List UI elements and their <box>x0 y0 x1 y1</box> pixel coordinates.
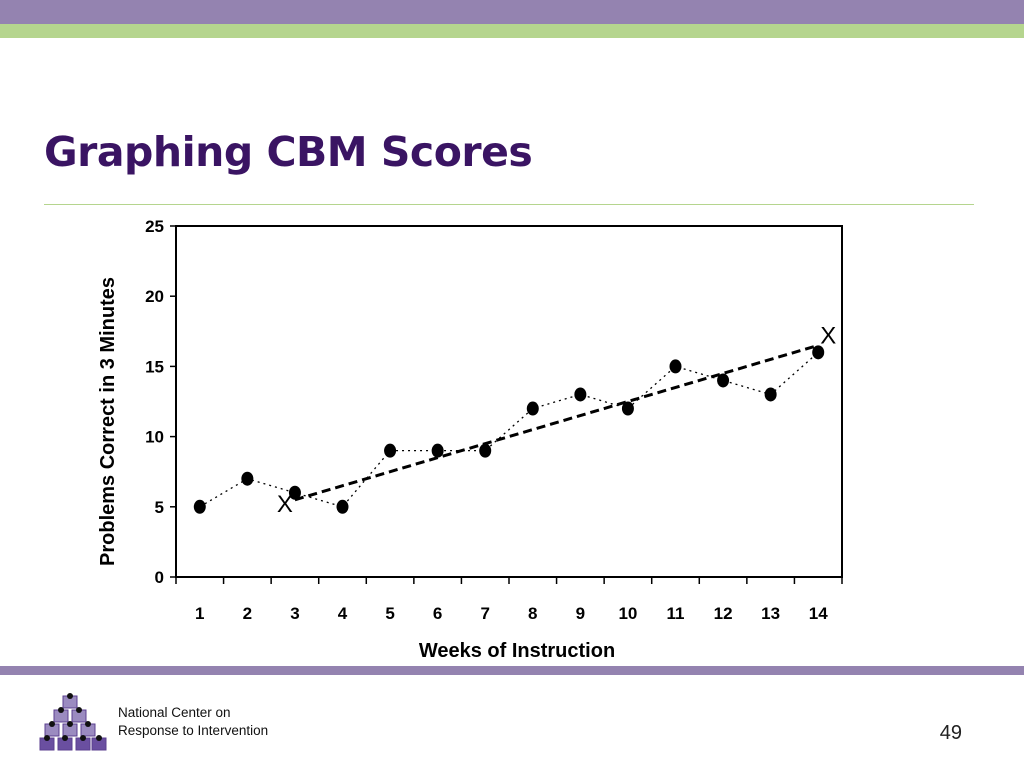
data-point <box>479 443 492 458</box>
org-name-line1: National Center on <box>118 705 231 720</box>
x-tick-label: 3 <box>290 604 299 623</box>
x-tick-label: 11 <box>667 604 685 623</box>
top-purple-band <box>0 0 1024 24</box>
data-point <box>812 345 825 360</box>
x-axis-ticks: 1 2 3 4 5 6 7 8 9 10 11 12 13 14 <box>175 577 843 623</box>
data-point <box>241 471 254 486</box>
data-point <box>669 359 682 374</box>
organization-name: National Center on Response to Intervent… <box>118 704 268 740</box>
trend-marker-x: X <box>820 322 836 349</box>
x-tick-label: 2 <box>243 604 252 623</box>
trend-marker-x: X <box>277 491 293 518</box>
x-tick-label: 10 <box>618 604 637 623</box>
x-tick-label: 5 <box>385 604 394 623</box>
y-tick-label: 5 <box>155 498 164 517</box>
y-axis-label: Problems Correct in 3 Minutes <box>97 277 119 566</box>
trend-markers: XX <box>277 322 836 517</box>
data-point <box>288 485 301 500</box>
x-axis-label: Weeks of Instruction <box>419 640 615 662</box>
y-tick-label: 0 <box>155 568 164 587</box>
x-tick-label: 13 <box>761 604 780 623</box>
title-divider <box>44 204 974 205</box>
ncrti-logo <box>39 693 107 751</box>
data-point <box>431 443 444 458</box>
x-tick-label: 7 <box>480 604 489 623</box>
y-tick-label: 20 <box>145 287 164 306</box>
data-point <box>526 401 539 416</box>
data-point <box>193 499 206 514</box>
data-point <box>574 387 587 402</box>
data-point <box>621 401 634 416</box>
y-tick-label: 25 <box>145 217 164 236</box>
trend-line <box>294 343 819 502</box>
y-tick-label: 15 <box>145 357 164 376</box>
data-point <box>764 387 777 402</box>
x-tick-label: 1 <box>195 604 204 623</box>
score-line <box>199 351 819 508</box>
x-tick-label: 6 <box>433 604 442 623</box>
x-tick-label: 14 <box>809 604 828 623</box>
slide-title: Graphing CBM Scores <box>44 128 533 176</box>
plot-area <box>175 225 843 578</box>
bottom-purple-band <box>0 666 1024 675</box>
data-point <box>384 443 397 458</box>
data-points <box>193 345 825 514</box>
x-tick-label: 9 <box>576 604 585 623</box>
x-tick-label: 4 <box>338 604 348 623</box>
top-green-band <box>0 24 1024 38</box>
x-tick-label: 8 <box>528 604 537 623</box>
org-name-line2: Response to Intervention <box>118 723 269 738</box>
data-point <box>717 373 730 388</box>
y-tick-label: 10 <box>145 428 164 447</box>
y-axis-ticks: 0 5 10 15 20 25 <box>145 217 176 587</box>
page-number: 49 <box>939 722 962 744</box>
x-tick-label: 12 <box>714 604 733 623</box>
data-point <box>336 499 349 514</box>
